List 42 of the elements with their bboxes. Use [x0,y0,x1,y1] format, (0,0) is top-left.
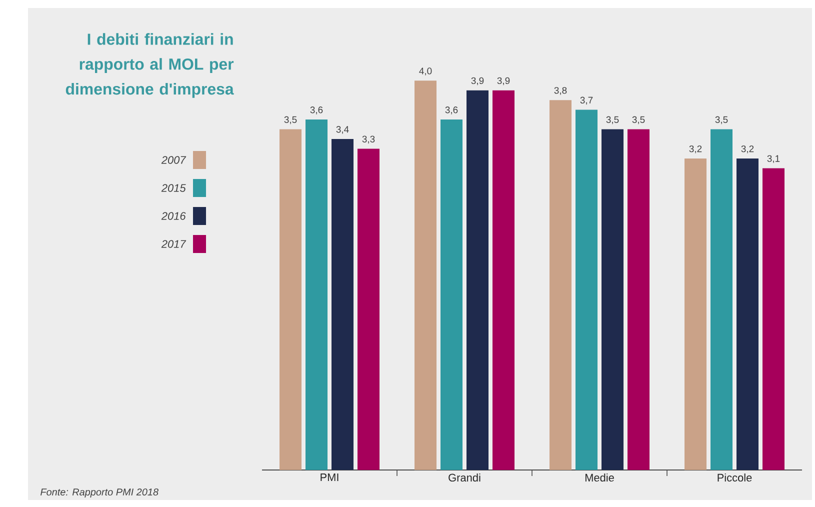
data-label: 3,2 [741,145,754,154]
bar [440,120,463,470]
data-label: 3,5 [284,116,297,124]
bar [628,129,650,470]
bar [736,158,759,470]
bar [492,90,515,470]
legend-label: 2016 [161,212,186,220]
data-label: 3,2 [689,145,702,154]
legend-label: 2007 [161,156,186,164]
bar [414,80,437,470]
data-label: 3,1 [767,155,780,164]
data-label: 3,8 [554,87,567,95]
x-tick-label: PMI [320,474,338,482]
bar [550,100,572,470]
bar [684,158,707,470]
bar [280,129,302,470]
x-tick-label: Piccole [718,474,752,482]
data-label: 3,6 [310,106,323,114]
x-tick-label: Medie [585,474,614,482]
chart-title: I debiti finanziari in rapporto al MOL per dimensione d'impresa [66,33,234,98]
source-note: Fonte: Rapporto PMI 2018 [40,488,158,498]
legend-label: 2017 [161,240,186,248]
data-label: 4,0 [419,68,432,76]
data-label: 3,9 [497,77,510,86]
legend-label: 2015 [161,184,186,192]
bar [576,110,598,470]
data-label: 3,5 [606,116,619,124]
data-label: 3,3 [362,136,375,144]
bar [710,129,733,470]
data-label: 3,9 [471,77,484,86]
bar [466,90,489,470]
data-label: 3,4 [336,126,349,134]
bar [358,148,380,470]
data-label: 3,5 [632,116,645,124]
x-tick-label: Grandi [448,474,480,482]
bar [762,168,785,470]
bar [332,139,354,470]
bar [306,120,328,470]
data-label: 3,6 [445,106,458,114]
data-label: 3,7 [580,96,593,105]
bar [602,129,624,470]
data-label: 3,5 [715,116,728,124]
